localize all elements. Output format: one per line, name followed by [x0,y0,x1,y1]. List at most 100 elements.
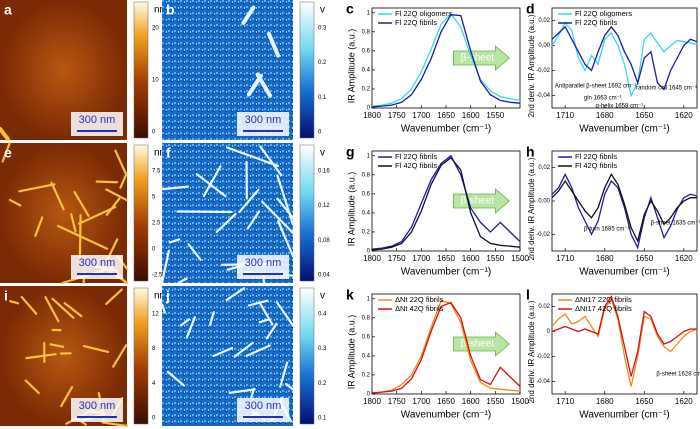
colorbar-unit: v [320,5,325,16]
annotation: β-sheet 1628 cm⁻¹ [656,372,700,378]
x-tick-label: 1710 [556,254,574,263]
colorbar-tick-label: 8 [152,346,156,352]
panel-letter: e [4,145,12,161]
fibril [114,149,127,175]
fibril [63,302,83,318]
x-tick-label: 1800 [363,254,381,263]
panel-letter: h [526,144,535,160]
x-axis-label: Wavenumber (cm⁻¹) [401,410,491,421]
y-tick-label: 0,02 [538,165,550,171]
arrow-label: β-sheet [461,53,495,64]
colorbar-tick-label: 0.2 [318,60,327,66]
x-tick-label: 1750 [388,254,406,263]
fibril [187,243,202,261]
x-tick-label: 1600 [462,397,480,406]
colorbar-tick-label: 0.08 [318,238,330,244]
legend-label: ΔNt17 42Q fibrils [575,304,632,313]
colorbar-tick-label: 0 [318,130,322,136]
fibril [105,197,121,216]
y-tick-label: 0,00 [538,43,550,49]
series-line [551,295,697,377]
x-tick-label: 1680 [596,397,614,406]
colorbar-tick-label: 7.5 [152,169,161,175]
y-tick-label: 0.6 [362,191,371,197]
x-tick-label: 1710 [556,111,574,120]
x-tick-label: 1800 [363,397,381,406]
fibril [49,343,65,348]
colorbar-tick-label: 0.04 [318,273,330,279]
fibril [51,297,75,319]
series-line [551,25,698,91]
series-line [551,172,697,243]
fibril [276,197,295,219]
colorbar-tick-label: 10 [152,78,159,84]
colorbar-tick-label: 0 [152,247,156,253]
legend-label: Fl 22Q fibrils [575,152,617,161]
x-tick-label: 1500 [511,397,529,406]
colorbar-tick-label: 0.3 [318,26,327,32]
series-line [551,172,698,250]
fibril [276,174,295,226]
fibril [176,277,188,285]
x-tick-label: 1710 [556,397,574,406]
fibril [238,188,260,214]
fibril [241,5,256,25]
colorbar [299,144,315,282]
fibril [233,341,254,358]
panel-letter: c [346,1,354,17]
y-axis-label: IR Amplitude (a.u.) [346,315,356,390]
legend-label: ΔNt 42Q fibrils [395,304,444,313]
fibril [56,224,109,250]
colorbar-tick-label: 0.3 [318,346,327,352]
fibril [166,370,185,387]
fibril [258,318,270,324]
annotation: α-helix 1658 cm⁻¹ [596,104,644,110]
fibril [60,385,74,408]
fibril [275,301,295,327]
colorbar-tick-label: 2.5 [152,221,161,227]
panel-letter: b [166,2,175,18]
x-tick-label: 1800 [363,111,381,120]
fibril [266,31,281,58]
y-tick-label: 0 [367,106,371,112]
x-axis-label: Wavenumber (cm⁻¹) [401,267,491,278]
fibril [279,361,289,388]
y-tick-label: 0,00 [538,199,550,205]
fibril [277,220,295,258]
fibril [179,318,191,327]
y-tick-label: 0.02 [538,304,550,310]
fibril [70,213,77,233]
series-line [371,12,521,107]
annotation: Antiparallel β-sheet 1692 cm⁻¹ [555,84,636,90]
x-tick-label: 1500 [511,254,529,263]
x-tick-label: 1620 [675,397,693,406]
y-tick-label: 0.8 [362,315,371,321]
annotation: gln 1663 cm⁻¹ [584,96,622,102]
scale-bar-label: 300 nm [79,257,116,269]
legend-label: Fl 42Q fibrils [395,161,437,170]
fibril [1,142,11,163]
plot-frame [551,150,698,252]
x-tick-label: 1700 [412,254,430,263]
annotation: random coil 1645 cm⁻¹ [636,86,697,92]
panel-letter: f [166,145,171,161]
x-tick-label: 1550 [486,397,504,406]
fibril [82,344,110,354]
series-line [551,297,698,387]
fibril [101,421,129,428]
colorbar [299,1,315,139]
y-tick-label: 0.4 [362,67,371,73]
annotation: β-sheet 1635 cm⁻¹ [651,221,700,227]
series-line [371,156,521,251]
y-tick-label: 0 [367,392,371,398]
y-tick-label: 0.6 [362,48,371,54]
fibril [119,172,128,189]
y-tick-label: 0.6 [362,334,371,340]
panel-letter: j [165,288,170,304]
colorbar-unit: v [320,148,325,159]
fibril [25,353,57,360]
x-tick-label: 1620 [675,111,693,120]
fibril [202,165,222,198]
x-tick-label: 1550 [486,111,504,120]
arrow [452,45,511,71]
